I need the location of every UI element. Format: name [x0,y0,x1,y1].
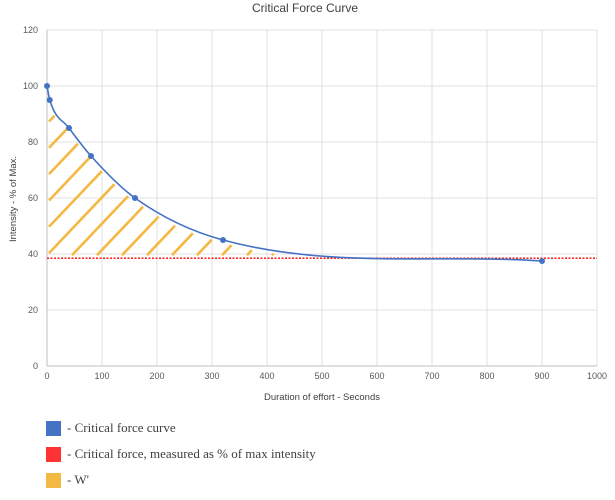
w-prime-shaded-area [48,114,275,257]
x-tick-label: 900 [534,371,549,381]
w-prime-hatch-line [121,215,160,257]
x-tick-label: 0 [44,371,49,381]
legend: - Critical force curve - Critical force,… [46,415,316,493]
legend-item-critical-force-curve: - Critical force curve [46,415,316,441]
legend-item-critical-force: - Critical force, measured as % of max i… [46,441,316,467]
legend-item-w-prime: - W' [46,467,316,493]
w-prime-hatch-line [48,156,91,202]
x-tick-label: 600 [369,371,384,381]
x-tick-label: 700 [424,371,439,381]
w-prime-hatch-line [196,238,213,257]
w-prime-hatch-line [146,224,176,257]
w-prime-hatch-line [48,183,116,254]
legend-label: - W' [67,472,89,487]
x-tick-label: 200 [149,371,164,381]
y-tick-label: 100 [23,81,38,91]
w-prime-hatch-line [96,205,145,257]
w-prime-hatch-line [271,252,275,257]
w-prime-hatch-line [71,195,129,257]
y-tick-label: 0 [33,361,38,371]
y-axis-label: Intensity - % of Max. [8,156,19,242]
curve-data-point [539,258,545,264]
w-prime-hatch-line [48,128,68,149]
w-prime-hatch-line [48,114,56,123]
x-axis-label: Duration of effort - Seconds [264,392,380,403]
chart-title: Critical Force Curve [252,1,358,15]
x-tick-label: 300 [204,371,219,381]
curve-data-point [66,125,72,131]
curve-data-point [132,195,138,201]
critical-force-chart: Critical Force Curve 0 100 200 300 400 500 600… [8,1,607,403]
curve-data-point [44,83,50,89]
y-tick-label: 80 [28,137,38,147]
y-tick-label: 40 [28,249,38,259]
y-tick-label: 120 [23,25,38,35]
x-tick-label: 1000 [587,371,607,381]
critical-force-curve-markers [44,83,545,264]
x-tick-label: 500 [314,371,329,381]
legend-swatch-blue [46,420,61,436]
w-prime-hatch-line [48,170,103,228]
legend-label: - Critical force, measured as % of max i… [67,446,316,461]
w-prime-hatch-line [246,249,253,257]
grid-lines [46,29,598,367]
x-tick-label: 400 [259,371,274,381]
legend-swatch-orange [46,472,61,488]
curve-data-point [46,97,53,103]
y-tick-label: 20 [28,305,38,315]
legend-swatch-red [46,446,61,462]
w-prime-hatch-line [48,142,79,176]
w-prime-hatch-line [171,232,194,257]
y-axis-tick-labels: 0 20 40 60 80 100 120 [23,25,38,371]
curve-data-point [220,237,226,243]
x-tick-label: 100 [94,371,109,381]
y-tick-label: 60 [28,193,38,203]
x-axis-tick-labels: 0 100 200 300 400 500 600 700 800 900 1000 [44,371,607,381]
curve-data-point [88,153,94,159]
critical-force-curve-line [46,85,543,262]
x-tick-label: 800 [479,371,494,381]
legend-label: - Critical force curve [67,420,176,435]
w-prime-hatch-line [221,244,233,257]
